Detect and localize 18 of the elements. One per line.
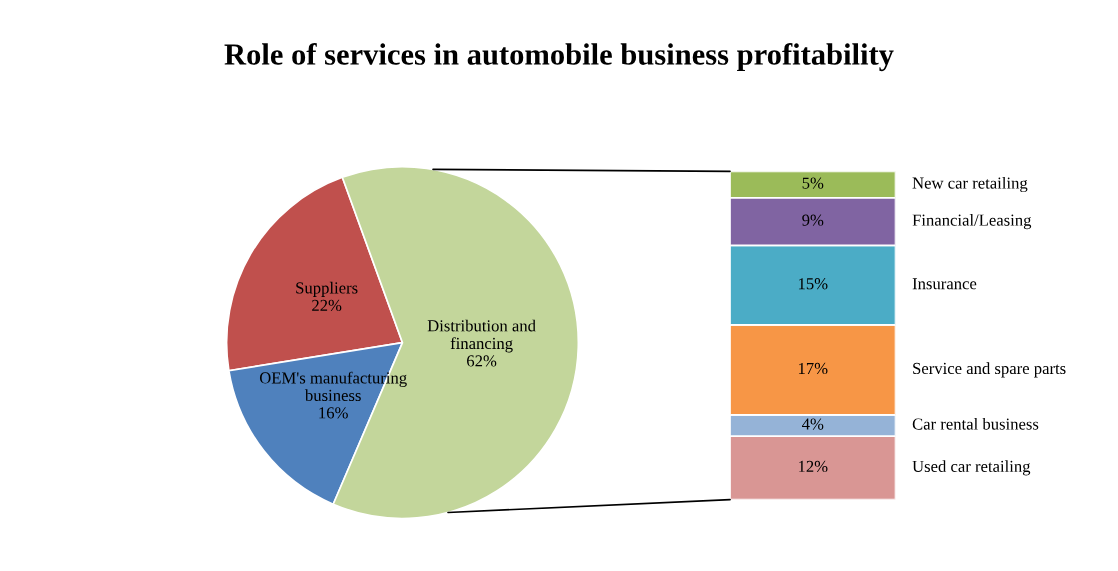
series-label: New car retailing <box>912 176 1028 193</box>
data-label: 15% <box>798 278 828 290</box>
data-label: 16% <box>319 407 348 419</box>
data-label: 4% <box>802 418 824 430</box>
series-label: Service and spare parts <box>913 362 1066 378</box>
data-label: 22% <box>312 299 342 312</box>
slice-label: Distribution and financing <box>427 319 536 353</box>
series-label: Financial/Leasing <box>912 214 1032 230</box>
series-label: Car rental business <box>912 417 1039 430</box>
slice-label: Suppliers <box>296 281 358 297</box>
data-label: 5% <box>802 177 824 189</box>
series-label: Used car retailing <box>912 460 1031 476</box>
data-label: 62% <box>467 355 497 367</box>
data-label: 12% <box>798 460 828 473</box>
series-label: Insurance <box>912 278 977 290</box>
data-label: 9% <box>802 214 824 226</box>
data-label: 17% <box>798 362 828 375</box>
chart-title: Role of services in automobile business profitability <box>224 43 894 72</box>
